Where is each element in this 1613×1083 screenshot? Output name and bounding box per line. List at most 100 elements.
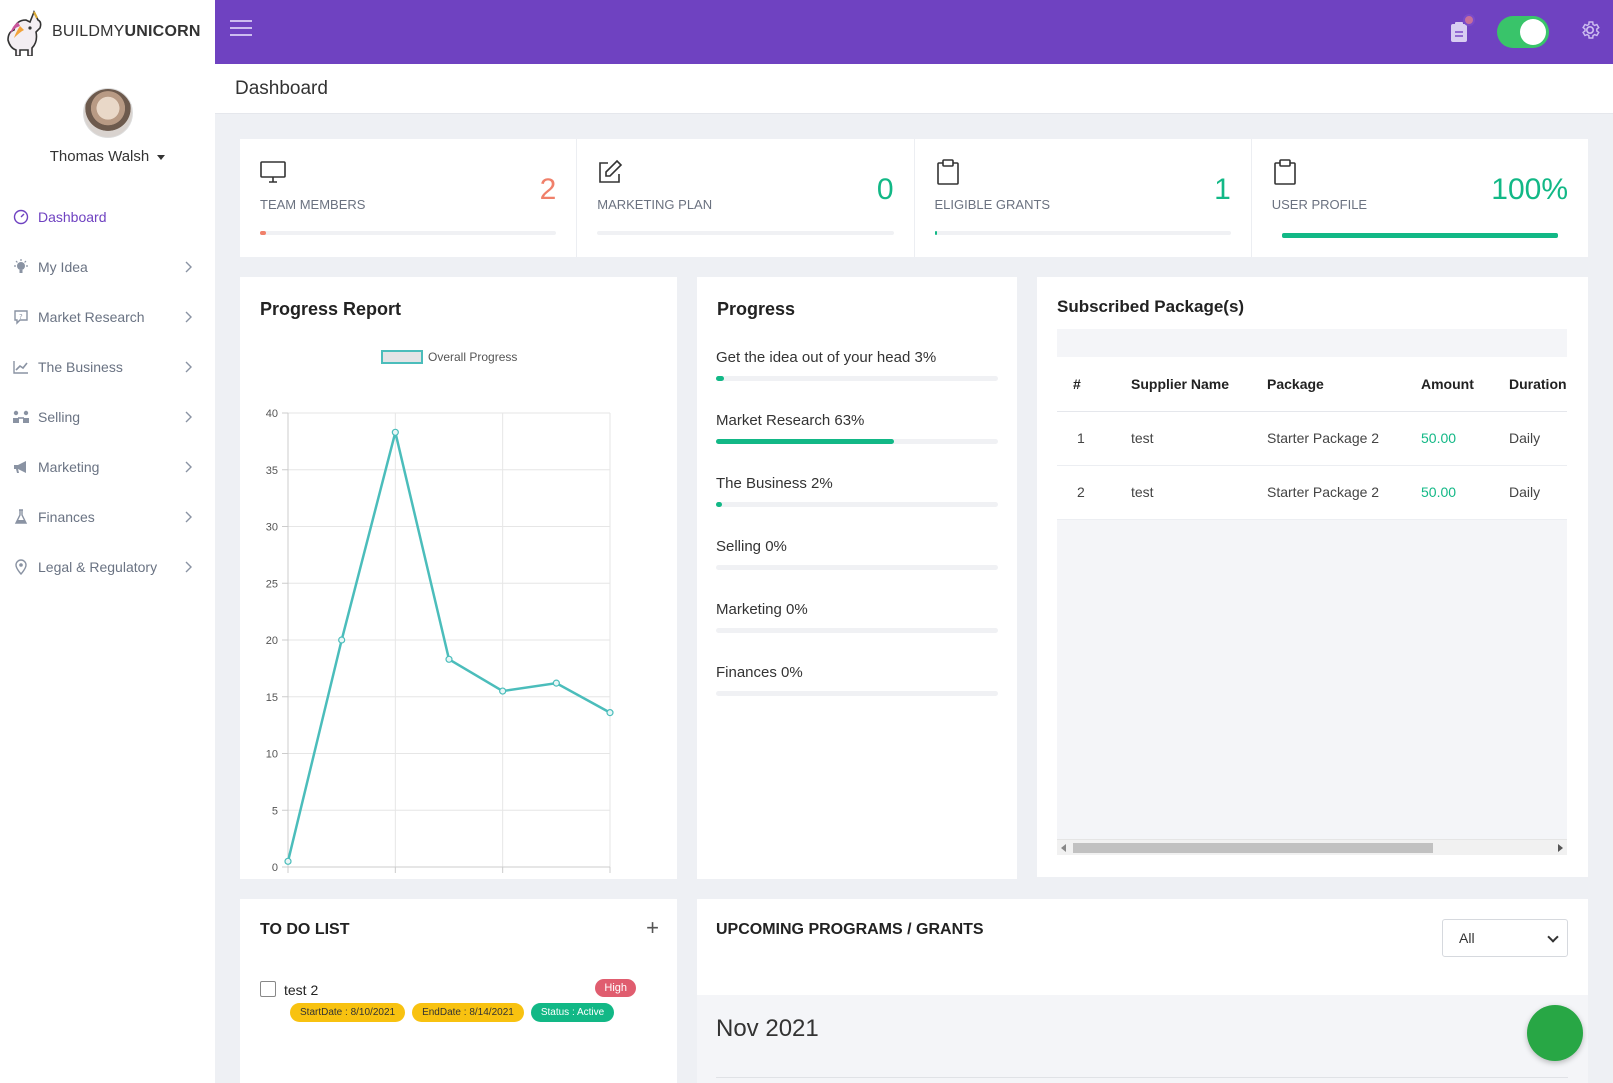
sidebar-item-dashboard[interactable]: Dashboard (0, 192, 215, 242)
stat-label: TEAM MEMBERS (260, 197, 366, 212)
notifications-button[interactable] (1449, 14, 1475, 44)
stat-marketing-plan[interactable]: MARKETING PLAN 0 (577, 139, 915, 257)
horizontal-scrollbar[interactable] (1057, 839, 1567, 855)
sidebar-item-label: Dashboard (38, 209, 107, 225)
sidebar-item-my-idea[interactable]: My Idea (0, 242, 215, 292)
progress-label: Selling 0% (716, 538, 787, 555)
add-todo-button[interactable]: + (646, 915, 659, 940)
stat-progress-fill (1281, 233, 1558, 238)
sidebar-item-market-research[interactable]: ? Market Research (0, 292, 215, 342)
chevron-right-icon (183, 311, 195, 323)
card-title: UPCOMING PROGRAMS / GRANTS (716, 921, 984, 938)
chat-fab-button[interactable] (1527, 1005, 1583, 1061)
column-header: # (1057, 357, 1115, 412)
sidebar-item-label: Marketing (38, 459, 100, 475)
y-tick-label: 10 (266, 749, 278, 761)
sidebar-item-marketing[interactable]: Marketing (0, 442, 215, 492)
stat-user-profile[interactable]: USER PROFILE 100% (1252, 139, 1588, 257)
sidebar-item-the-business[interactable]: The Business (0, 342, 215, 392)
cell-index: 1 (1057, 411, 1115, 466)
theme-toggle[interactable] (1497, 16, 1549, 48)
chevron-right-icon (183, 511, 195, 523)
toggle-knob (1520, 19, 1546, 45)
divider (716, 1077, 1568, 1078)
cell-package: Starter Package 2 (1251, 411, 1405, 466)
sidebar-item-selling[interactable]: Selling (0, 392, 215, 442)
scroll-right-icon[interactable] (1558, 844, 1563, 852)
stat-value: 2 (539, 173, 557, 206)
edit-icon (599, 159, 623, 183)
progress-label: Finances 0% (716, 664, 803, 681)
todo-list-card: TO DO LIST + test 2 High StartDate : 8/1… (240, 899, 677, 1083)
stat-progress-bar (597, 231, 894, 235)
page-header: Dashboard (215, 64, 1613, 114)
chevron-right-icon (183, 461, 195, 473)
map-pin-icon (12, 558, 30, 576)
cell-amount: 50.00 (1405, 411, 1493, 466)
sidebar-item-label: The Business (38, 359, 123, 375)
cell-supplier: test (1115, 465, 1251, 520)
todo-checkbox[interactable] (260, 981, 276, 997)
scrollbar-thumb[interactable] (1073, 843, 1433, 853)
page-title: Dashboard (235, 78, 328, 99)
progress-track (716, 376, 998, 381)
stat-value: 1 (1214, 173, 1231, 206)
megaphone-icon (12, 458, 30, 476)
stat-label: ELIGIBLE GRANTS (934, 197, 1051, 212)
stat-team-members[interactable]: TEAM MEMBERS 2 (240, 139, 578, 257)
programs-month-section: Nov 2021 (697, 995, 1588, 1083)
card-title: Progress Report (260, 299, 402, 319)
progress-item: Marketing 0% (716, 601, 998, 633)
data-point (499, 687, 507, 695)
stat-eligible-grants[interactable]: ELIGIBLE GRANTS 1 (915, 139, 1252, 257)
programs-filter-select[interactable]: All (1442, 919, 1568, 957)
avatar[interactable] (82, 88, 133, 138)
chat-icon: ? (12, 308, 30, 326)
sidebar-item-label: My Idea (38, 259, 88, 275)
stat-label: USER PROFILE (1271, 197, 1368, 212)
y-tick-label: 35 (266, 465, 278, 477)
column-header: Supplier Name (1115, 357, 1251, 412)
stats-row: TEAM MEMBERS 2 MARKETING PLAN 0 ELIGIBLE… (240, 139, 1588, 257)
brand[interactable]: BUILDMYUNICORN (0, 0, 215, 64)
sidebar-item-finances[interactable]: Finances (0, 492, 215, 542)
data-point (338, 636, 346, 644)
cell-supplier: test (1115, 411, 1251, 466)
progress-report-card: Progress Report Overall Progress 0 5 10 15 20… (240, 277, 677, 879)
settings-button[interactable] (1579, 19, 1601, 41)
packages-table: # Supplier Name Package Amount Duration … (1057, 357, 1567, 520)
progress-report-chart: Overall Progress051015202530354031 May02… (266, 350, 614, 874)
user-menu[interactable]: Thomas Walsh (0, 148, 215, 165)
stat-progress-bar (1281, 233, 1558, 238)
data-point (391, 428, 399, 436)
series-line (286, 431, 611, 862)
caret-down-icon (157, 154, 166, 160)
clipboard-list-icon (1451, 22, 1467, 42)
stat-value: 100% (1491, 173, 1568, 206)
progress-fill (716, 439, 894, 444)
progress-item: Market Research 63% (716, 412, 998, 444)
stat-label: MARKETING PLAN (597, 197, 713, 212)
flask-icon (12, 508, 30, 526)
clipboard-icon (1273, 159, 1296, 185)
month-heading: Nov 2021 (716, 1015, 819, 1042)
legend-swatch (381, 350, 423, 364)
packages-table-container[interactable]: # Supplier Name Package Amount Duration … (1057, 329, 1567, 855)
column-header: Duration (1493, 357, 1567, 412)
svg-text:?: ? (19, 313, 23, 321)
user-name: Thomas Walsh (49, 148, 150, 165)
stat-progress-bar (260, 231, 557, 235)
gauge-icon (12, 208, 30, 226)
sidebar-item-legal-regulatory[interactable]: Legal & Regulatory (0, 542, 215, 592)
chevron-down-icon (1547, 931, 1559, 943)
progress-fill (716, 376, 725, 381)
sidebar-nav: Dashboard My Idea ? Market Research The … (0, 192, 215, 592)
priority-badge: High (595, 979, 636, 997)
progress-track (716, 691, 998, 696)
scroll-left-icon[interactable] (1061, 844, 1066, 852)
start-date-tag: StartDate : 8/10/2021 (290, 1003, 406, 1022)
hamburger-menu-icon[interactable] (230, 20, 252, 40)
cell-index: 2 (1057, 465, 1115, 520)
brand-name: BUILDMYUNICORN (52, 23, 201, 40)
table-row: 2 test Starter Package 2 50.00 Daily (1057, 465, 1567, 520)
